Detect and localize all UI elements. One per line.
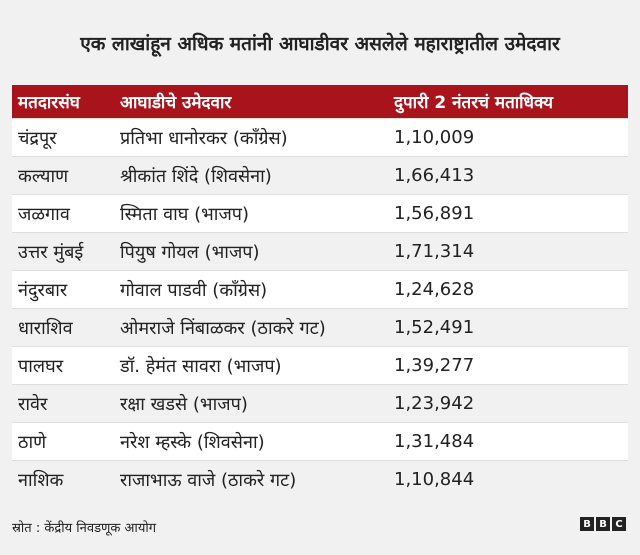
table-cell: स्मिता वाघ (भाजप): [114, 194, 388, 233]
table-cell: नाशिक: [12, 460, 114, 498]
table-cell: 1,31,484: [388, 422, 628, 461]
table-cell: पियुष गोयल (भाजप): [114, 232, 388, 271]
source: स्रोत : केंद्रीय निवडणूक आयोग: [12, 521, 157, 536]
header-row: मतदारसंघ आघाडीचे उमेदवार दुपारी 2 नंतरचं म…: [12, 85, 628, 119]
table-row: कल्याण श्रीकांत शिंदे (शिवसेना) 1,66,413: [12, 156, 628, 195]
table-cell: गोवाल पाडवी (काँग्रेस): [114, 270, 388, 309]
table-cell: डॉ. हेमंत सावरा (भाजप): [114, 346, 388, 385]
table-cell: धाराशिव: [12, 308, 114, 347]
logo-letter: B: [596, 517, 610, 531]
table-cell: 1,56,891: [388, 194, 628, 233]
logo-letter: C: [612, 517, 626, 531]
table-cell: ठाणे: [12, 422, 114, 461]
table-row: पालघर डॉ. हेमंत सावरा (भाजप) 1,39,277: [12, 346, 628, 385]
table-cell: नरेश म्हस्के (शिवसेना): [114, 422, 388, 461]
table-cell: 1,71,314: [388, 232, 628, 271]
table-cell: रावेर: [12, 384, 114, 423]
title: एक लाखांहून अधिक मतांनी आघाडीवर असलेले म…: [80, 33, 560, 55]
table: मतदारसंघ आघाडीचे उमेदवार दुपारी 2 नंतरचं म…: [12, 85, 628, 498]
table-row: नंदुरबार गोवाल पाडवी (काँग्रेस) 1,24,628: [12, 270, 628, 309]
table-row: जळगाव स्मिता वाघ (भाजप) 1,56,891: [12, 194, 628, 233]
table-cell: प्रतिभा धानोरकर (काँग्रेस): [114, 118, 388, 157]
table-cell: 1,23,942: [388, 384, 628, 423]
table-cell: श्रीकांत शिंदे (शिवसेना): [114, 156, 388, 195]
table-cell: जळगाव: [12, 194, 114, 233]
table-row: रावेर रक्षा खडसे (भाजप) 1,23,942: [12, 384, 628, 423]
table-row: चंद्रपूर प्रतिभा धानोरकर (काँग्रेस) 1,10,0…: [12, 118, 628, 157]
table-cell: 1,10,009: [388, 118, 628, 157]
logo-letter: B: [580, 517, 594, 531]
table-cell: उत्तर मुंबई: [12, 232, 114, 271]
table-cell: चंद्रपूर: [12, 118, 114, 157]
table-cell: कल्याण: [12, 156, 114, 195]
table-cell: 1,10,844: [388, 460, 628, 498]
table-body: चंद्रपूर प्रतिभा धानोरकर (काँग्रेस) 1,10,0…: [12, 118, 628, 498]
table-row: ठाणे नरेश म्हस्के (शिवसेना) 1,31,484: [12, 422, 628, 461]
table-cell: राजाभाऊ वाजे (ठाकरे गट): [114, 460, 388, 498]
table-cell: 1,39,277: [388, 346, 628, 385]
table-cell: पालघर: [12, 346, 114, 385]
table-row: नाशिक राजाभाऊ वाजे (ठाकरे गट) 1,10,844: [12, 460, 628, 498]
table-cell: ओमराजे निंबाळकर (ठाकरे गट): [114, 308, 388, 347]
column-header: आघाडीचे उमेदवार: [114, 85, 388, 119]
table-cell: 1,66,413: [388, 156, 628, 195]
column-header: दुपारी 2 नंतरचं मताधिक्य: [388, 85, 628, 119]
table-cell: 1,24,628: [388, 270, 628, 309]
table-cell: नंदुरबार: [12, 270, 114, 309]
table-row: उत्तर मुंबई पियुष गोयल (भाजप) 1,71,314: [12, 232, 628, 271]
table-row: धाराशिव ओमराजे निंबाळकर (ठाकरे गट) 1,52,49…: [12, 308, 628, 347]
table-cell: रक्षा खडसे (भाजप): [114, 384, 388, 423]
table-cell: 1,52,491: [388, 308, 628, 347]
column-header: मतदारसंघ: [12, 85, 114, 119]
